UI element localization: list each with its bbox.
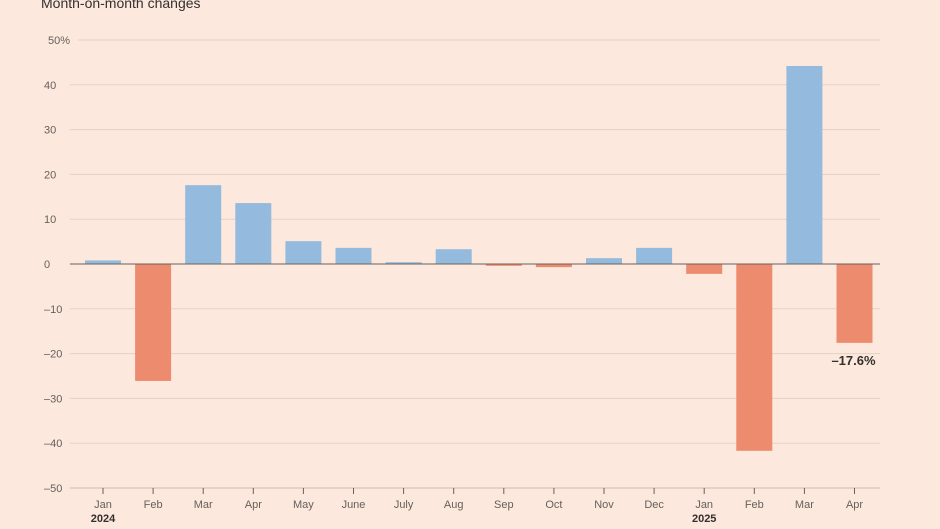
x-tick-label: Mar — [194, 499, 213, 511]
x-tick-label: Dec — [644, 499, 664, 511]
data-label: –17.6% — [831, 353, 876, 368]
bar — [135, 264, 172, 381]
bar — [185, 185, 222, 264]
y-tick-label: –40 — [44, 438, 62, 450]
bar — [85, 260, 121, 264]
y-tick-label: –50 — [44, 483, 62, 495]
bar — [385, 262, 422, 264]
x-tick-label: Mar — [795, 499, 814, 511]
bar — [335, 247, 372, 264]
x-tick-label: July — [394, 499, 414, 511]
bar — [235, 203, 272, 264]
bar — [786, 65, 823, 264]
y-tick-label: 40 — [44, 80, 56, 92]
x-tick-label: Feb — [144, 499, 163, 511]
bar — [836, 264, 873, 343]
bar — [485, 264, 522, 266]
x-tick-label: Nov — [594, 499, 614, 511]
x-tick-label: Jan — [94, 499, 112, 511]
bar — [686, 264, 723, 274]
bar — [636, 247, 673, 264]
chart-subtitle: Month-on-month changes — [41, 0, 201, 11]
y-tick-label: 0 — [44, 259, 50, 271]
y-tick-label: –10 — [44, 304, 62, 316]
bar — [535, 264, 572, 268]
x-tick-label: Sep — [494, 499, 514, 511]
year-label: 2025 — [692, 513, 716, 525]
x-tick-label: Apr — [846, 499, 863, 511]
x-tick-label: June — [342, 499, 366, 511]
bar — [736, 264, 773, 451]
x-tick-label: Feb — [745, 499, 764, 511]
bar — [435, 249, 472, 264]
bar — [285, 241, 322, 264]
y-tick-label: 20 — [44, 169, 56, 181]
x-tick-label: Aug — [444, 499, 464, 511]
y-tick-label: –20 — [44, 349, 62, 361]
x-tick-label: Jan — [695, 499, 713, 511]
y-tick-label: –30 — [44, 393, 62, 405]
y-tick-label: 10 — [44, 214, 56, 226]
y-tick-label: 30 — [44, 125, 56, 137]
year-label: 2024 — [91, 513, 116, 525]
x-tick-label: Apr — [245, 499, 262, 511]
y-tick-label: 50% — [48, 35, 70, 47]
bar — [586, 258, 622, 264]
x-tick-label: May — [293, 499, 314, 511]
x-tick-label: Oct — [545, 499, 562, 511]
